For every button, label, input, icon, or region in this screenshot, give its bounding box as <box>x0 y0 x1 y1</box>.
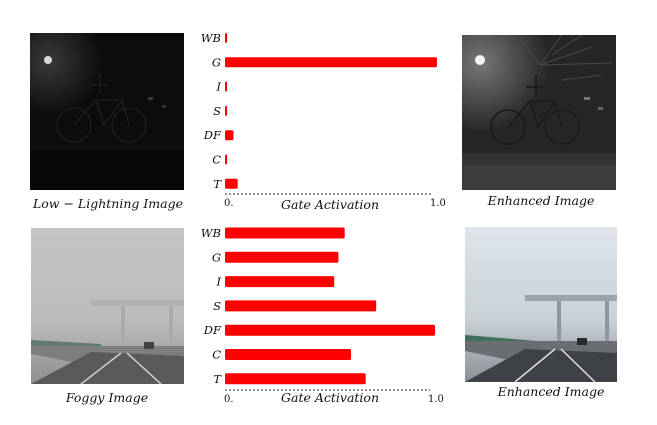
bar-i <box>225 276 335 288</box>
category-label: I <box>215 80 221 94</box>
foggy-input-image <box>31 228 184 384</box>
category-label: C <box>212 153 221 167</box>
bar-c <box>225 154 228 165</box>
category-label: G <box>212 55 221 69</box>
x-tick-label-end: 1.0 <box>428 394 444 405</box>
category-label: WB <box>201 226 221 240</box>
bar-wb <box>225 33 228 43</box>
bar-c <box>225 349 351 360</box>
category-label: WB <box>201 31 221 45</box>
x-tick-label-end: 1.0 <box>430 198 446 209</box>
bar-i <box>225 81 228 92</box>
foggy-output-caption: Enhanced Image <box>497 384 605 399</box>
bar-s <box>225 105 228 116</box>
bar-t <box>225 178 238 189</box>
foggy-enhanced-image <box>465 227 617 382</box>
bar-df <box>225 324 435 336</box>
x-axis-label: Gate Activation <box>281 197 379 212</box>
low-light-enhanced-image <box>462 35 616 190</box>
bar-wb <box>225 227 345 239</box>
x-tick-label-start: 0. <box>224 198 234 209</box>
category-label: G <box>212 250 221 264</box>
bar-g <box>225 57 437 68</box>
gate-activation-chart-low-light: WB G I S DF C T 0. 1.0 Gate Activation <box>190 28 460 218</box>
bar-s <box>225 300 377 312</box>
category-label: C <box>212 348 221 362</box>
bar-df <box>225 130 234 141</box>
category-label: S <box>213 104 221 118</box>
x-axis-label: Gate Activation <box>281 390 379 405</box>
category-label: I <box>215 275 221 289</box>
bar-g <box>225 251 339 263</box>
bar-t <box>225 373 366 385</box>
category-label: DF <box>203 323 222 337</box>
gate-activation-chart-foggy: WB G I S DF C T 0. 1.0 Gate Activation <box>190 220 460 410</box>
foggy-input-caption: Foggy Image <box>65 390 149 405</box>
low-light-input-image <box>30 33 184 190</box>
low-light-input-caption: Low − Lightning Image <box>32 196 184 211</box>
category-label: S <box>213 299 221 313</box>
category-label: T <box>213 372 222 386</box>
category-label: DF <box>203 128 222 142</box>
low-light-output-caption: Enhanced Image <box>487 193 595 208</box>
x-tick-label-start: 0. <box>224 394 234 405</box>
category-label: T <box>213 177 222 191</box>
